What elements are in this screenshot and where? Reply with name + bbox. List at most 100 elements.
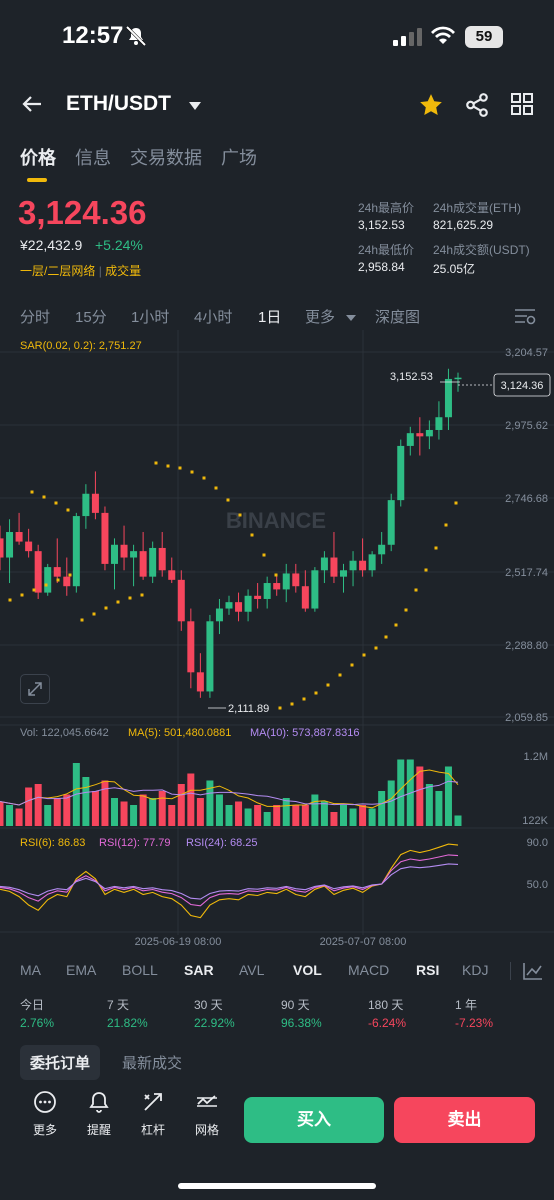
stat-amount-value: 25.05亿: [433, 262, 476, 276]
interval-1d[interactable]: 1日: [258, 309, 282, 326]
grid-menu-icon[interactable]: [510, 92, 534, 121]
stat-low-value: 2,958.84: [358, 260, 405, 274]
ma10-label: MA(10): 573,887.8316: [250, 727, 360, 739]
indicator-rsi[interactable]: RSI: [416, 962, 440, 978]
sar-dot: [202, 476, 206, 480]
interval-line[interactable]: 分时: [20, 309, 51, 326]
volume-bar: [359, 805, 367, 826]
sar-dot: [44, 583, 48, 587]
favorite-star-icon[interactable]: [418, 92, 444, 123]
leverage-button[interactable]: 杠杆: [133, 1090, 173, 1138]
volume-bar: [340, 805, 347, 826]
tab-trading-data[interactable]: 交易数据: [130, 148, 202, 168]
x-tick-label: 2025-06-19 08:00: [135, 936, 222, 948]
sar-dot: [104, 606, 108, 610]
fullscreen-expand-icon[interactable]: [20, 674, 50, 704]
y-tick-label: 2,288.80: [505, 640, 548, 652]
candle-body: [44, 567, 52, 593]
tab-recent-trades[interactable]: 最新成交: [122, 1055, 183, 1072]
sell-button[interactable]: 卖出: [394, 1097, 535, 1143]
candle-body: [225, 602, 233, 609]
interval-bar: 分时 15分 1小时 4小时 1日 更多 深度图: [0, 306, 554, 328]
mute-bell-icon: [125, 25, 147, 51]
tab-info[interactable]: 信息: [75, 148, 111, 168]
share-icon[interactable]: [464, 92, 490, 123]
price-change: +5.24%: [95, 237, 143, 253]
sar-dot: [338, 673, 342, 677]
interval-1h[interactable]: 1小时: [131, 309, 170, 326]
sar-dot: [454, 501, 458, 505]
indicator-ma[interactable]: MA: [20, 962, 41, 978]
indicator-ema[interactable]: EMA: [66, 962, 97, 978]
sar-dot: [290, 702, 294, 706]
more-button[interactable]: 更多: [25, 1090, 65, 1138]
alert-button[interactable]: 提醒: [79, 1090, 119, 1138]
order-tabs: 委托订单 最新成交: [0, 1044, 554, 1080]
interval-4h[interactable]: 4小时: [194, 309, 233, 326]
interval-more[interactable]: 更多: [305, 309, 336, 326]
volume-link[interactable]: 成交量: [105, 264, 142, 278]
indicator-sar[interactable]: SAR: [184, 962, 214, 978]
price-chart[interactable]: BINANCE 3,152.53 2,111.89 3,124.36 3,204.57 2…: [0, 330, 554, 955]
sar-dot: [56, 578, 60, 582]
stat-amount-label: 24h成交额(USDT): [433, 243, 530, 257]
tab-open-orders[interactable]: 委托订单: [20, 1045, 101, 1080]
candle-body: [444, 378, 452, 418]
sar-dot: [262, 553, 266, 557]
volume-bar: [349, 808, 357, 826]
sar-dot: [314, 691, 318, 695]
stat-high-label: 24h最高价: [358, 201, 415, 215]
layer-link[interactable]: 一层/二层网络: [20, 264, 96, 278]
sar-dot: [66, 508, 70, 512]
candle-body: [425, 429, 433, 437]
indicator-macd[interactable]: MACD: [348, 962, 390, 978]
sar-dot: [326, 683, 330, 687]
candle-body: [416, 433, 424, 437]
perf-value: 22.92%: [194, 1016, 235, 1030]
status-bar: 12:57 59: [0, 0, 554, 76]
chevron-down-icon[interactable]: [188, 98, 202, 116]
perf-value: 2.76%: [20, 1016, 55, 1030]
interval-15m[interactable]: 15分: [75, 309, 107, 326]
candle-body: [340, 570, 347, 577]
chart-settings-icon[interactable]: [514, 306, 536, 330]
indicator-avl[interactable]: AVL: [239, 962, 265, 978]
sar-dot: [350, 663, 354, 667]
indicator-divider: [510, 962, 511, 980]
volume-bar: [139, 794, 147, 826]
back-arrow-icon[interactable]: [20, 92, 44, 121]
candle-body: [53, 567, 61, 577]
candle-body: [263, 583, 271, 599]
candle-body: [273, 583, 281, 590]
sar-dot: [278, 706, 282, 710]
pair-selector[interactable]: ETH/USDT: [66, 92, 171, 115]
cellular-signal-icon: [393, 28, 423, 51]
indicator-vol[interactable]: VOL: [293, 962, 322, 978]
buy-button[interactable]: 买入: [244, 1097, 384, 1143]
sar-dot: [42, 495, 46, 499]
indicator-settings-icon[interactable]: [522, 961, 544, 984]
tab-price[interactable]: 价格: [20, 148, 56, 168]
volume-bar: [254, 805, 262, 826]
perf-label: 90 天: [281, 998, 310, 1012]
volume-bar: [311, 794, 319, 826]
stat-low-label: 24h最低价: [358, 243, 415, 257]
perf-value: -6.24%: [368, 1016, 407, 1030]
low-annotation: 2,111.89: [228, 703, 269, 715]
interval-depth[interactable]: 深度图: [375, 309, 421, 326]
grid-label: 网格: [194, 1123, 219, 1137]
home-indicator: [178, 1183, 376, 1189]
y-tick-label: 3,204.57: [505, 347, 548, 359]
grid-trading-button[interactable]: 网格: [187, 1090, 227, 1138]
tab-square[interactable]: 广场: [221, 148, 257, 168]
volume-bar: [425, 784, 433, 826]
indicator-kdj[interactable]: KDJ: [462, 962, 489, 978]
candle-body: [72, 516, 80, 587]
volume-tick-label: 122K: [522, 815, 548, 827]
volume-bar: [0, 801, 4, 826]
binance-watermark: BINANCE: [226, 508, 326, 533]
indicator-boll[interactable]: BOLL: [122, 962, 158, 978]
sar-dot: [434, 546, 438, 550]
perf-label: 1 年: [455, 998, 478, 1012]
more-chevron-icon[interactable]: [345, 310, 357, 327]
